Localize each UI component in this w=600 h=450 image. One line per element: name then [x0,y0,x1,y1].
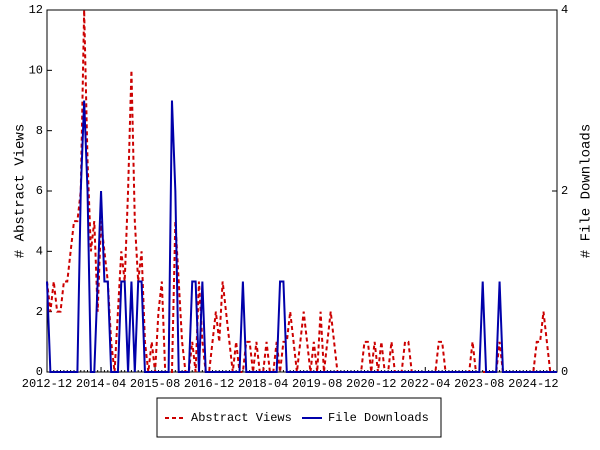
x-tick-label: 2014-04 [76,377,126,391]
y-tick-label: 12 [29,3,43,17]
x-tick-label: 2016-12 [184,377,234,391]
y2-tick-label: 0 [561,365,568,379]
y-axis-label: # Abstract Views [13,124,29,258]
y-tick-label: 6 [36,184,43,198]
y-tick-label: 10 [29,64,43,78]
x-tick-label: 2015-08 [130,377,180,391]
legend-label: File Downloads [328,411,429,425]
y2-axis-label: # File Downloads [579,124,595,258]
x-tick-label: 2022-04 [400,377,450,391]
y-tick-label: 2 [36,305,43,319]
y-tick-label: 4 [36,245,43,259]
series-line [46,100,557,373]
x-tick-label: 2019-08 [292,377,342,391]
y-tick-label: 8 [36,124,43,138]
y-tick-label: 0 [36,365,43,379]
legend-label: Abstract Views [191,411,292,425]
legend-box [156,397,442,438]
y2-tick-label: 2 [561,184,568,198]
x-tick-label: 2012-12 [22,377,72,391]
x-tick-label: 2023-08 [454,377,504,391]
x-tick-label: 2018-04 [238,377,288,391]
y2-tick-label: 4 [561,3,568,17]
x-tick-label: 2020-12 [346,377,396,391]
series-line [46,9,557,373]
x-tick-label: 2024-12 [508,377,558,391]
